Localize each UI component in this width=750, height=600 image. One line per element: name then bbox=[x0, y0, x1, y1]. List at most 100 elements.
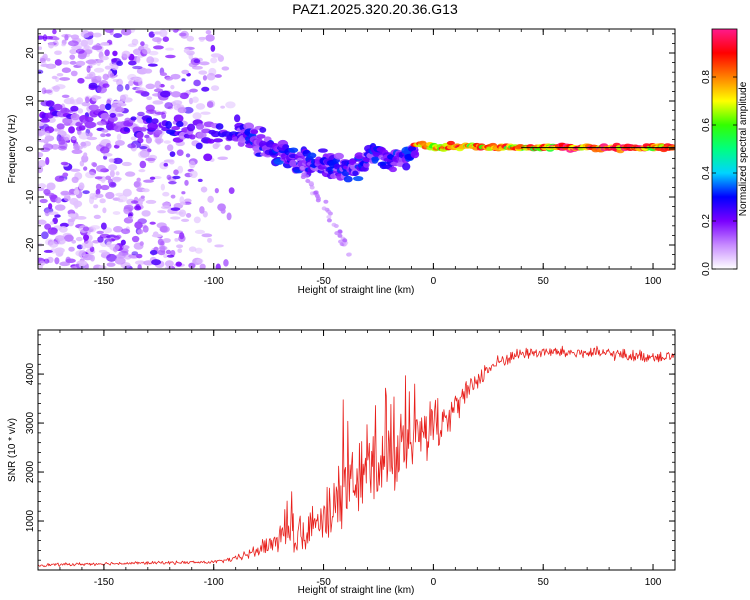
spectrogram-noise-blob bbox=[108, 164, 118, 171]
spectrogram-ridge-blob bbox=[410, 150, 420, 159]
spectrogram-noise-blob bbox=[48, 203, 53, 210]
spectrogram-noise-blob bbox=[107, 178, 113, 185]
spectrogram-ridge-blob bbox=[88, 104, 100, 111]
spectrogram-noise-blob bbox=[104, 49, 110, 57]
spectrogram-noise-blob bbox=[169, 151, 176, 157]
spectrogram-noise-blob bbox=[183, 48, 190, 54]
spectrogram-noise-blob bbox=[95, 193, 104, 198]
spectrogram-noise-blob bbox=[163, 162, 168, 167]
spectrogram-noise-blob bbox=[73, 189, 80, 195]
spectrogram-noise-blob bbox=[189, 170, 198, 179]
spectrogram-noise-blob bbox=[93, 214, 101, 220]
spectrogram-noise-blob bbox=[145, 157, 156, 162]
spectrogram-ridge-blob bbox=[108, 115, 118, 122]
spectrogram-noise-blob bbox=[80, 141, 87, 147]
spectrogram-noise-blob bbox=[95, 183, 102, 191]
spectrogram-noise-blob bbox=[188, 246, 197, 252]
spectrogram-noise-blob bbox=[105, 142, 112, 150]
spectrogram-noise-blob bbox=[45, 157, 50, 166]
spectrogram-noise-blob bbox=[164, 260, 174, 268]
snr-frame bbox=[37, 329, 676, 571]
spectrogram-ridge-blob bbox=[171, 126, 181, 131]
spectrogram-noise-blob bbox=[96, 121, 106, 126]
spectrogram-noise-blob bbox=[96, 230, 104, 235]
colorbar-tick-label: 0.2 bbox=[701, 214, 712, 228]
spectrogram-noise-blob bbox=[195, 103, 206, 110]
spectrogram-noise-blob bbox=[215, 263, 221, 269]
spectrogram-noise-blob bbox=[139, 160, 147, 169]
spectrogram-noise-blob bbox=[200, 111, 211, 115]
spectrogram-noise-blob bbox=[191, 96, 199, 103]
spectrogram-ridge-blob bbox=[317, 148, 328, 153]
spectrogram-noise-blob bbox=[143, 179, 155, 183]
spectrogram-faint-streak-blob bbox=[323, 199, 329, 204]
snr-x-tick-label: 100 bbox=[645, 577, 662, 588]
spectrogram-ridge-blob bbox=[352, 175, 364, 182]
spectrogram-ridge-blob bbox=[154, 129, 163, 135]
spectrogram-ridge-blob bbox=[53, 103, 63, 111]
spectrogram-noise-blob bbox=[165, 76, 174, 81]
spectrogram-noise-blob bbox=[137, 150, 149, 159]
spectrogram-noise-blob bbox=[99, 198, 106, 204]
spectrogram-noise-blob bbox=[60, 190, 70, 196]
spectrogram-noise-blob bbox=[71, 149, 83, 155]
spectrogram-ridge-blob bbox=[45, 100, 55, 107]
spectrogram-noise-blob bbox=[54, 247, 65, 254]
spectrogram-noise-blob bbox=[54, 59, 63, 66]
spectrogram-noise-blob bbox=[91, 45, 103, 51]
spectrogram-noise-blob bbox=[159, 29, 168, 38]
snr-x-tick-label: -150 bbox=[94, 577, 114, 588]
spectrogram-ridge-blob bbox=[40, 118, 51, 123]
spectrogram-noise-blob bbox=[193, 216, 201, 224]
spectrogram-noise-blob bbox=[165, 249, 171, 255]
spectrogram-noise-blob bbox=[166, 254, 175, 258]
spectrogram-noise-blob bbox=[62, 172, 69, 178]
spectrogram-noise-blob bbox=[117, 194, 128, 203]
spectrogram-noise-blob bbox=[85, 59, 97, 65]
spectrogram-y-tick-label: 10 bbox=[25, 95, 36, 107]
spectrogram-noise-blob bbox=[51, 75, 58, 80]
spectrogram-noise-blob bbox=[75, 250, 86, 257]
spectrogram-noise-blob bbox=[124, 171, 136, 177]
spectrogram-ridge-blob bbox=[207, 138, 215, 144]
spectrogram-noise-blob bbox=[103, 152, 113, 157]
spectrogram-ridge-blob bbox=[186, 123, 196, 132]
spectrogram-ridge-blob bbox=[402, 162, 411, 171]
spectrogram-noise-blob bbox=[154, 80, 162, 89]
spectrogram-noise-blob bbox=[132, 65, 143, 70]
spectrogram-noise-blob bbox=[121, 228, 131, 235]
spectrogram-ridge-blob bbox=[75, 122, 82, 127]
spectrogram-ridge-blob bbox=[99, 104, 107, 111]
spectrogram-noise-blob bbox=[176, 244, 184, 249]
spectrogram-noise-blob bbox=[152, 100, 164, 105]
spectrogram-noise-blob bbox=[78, 262, 86, 269]
spectrogram-noise-blob bbox=[58, 226, 68, 233]
spectrogram-noise-blob bbox=[86, 136, 98, 141]
spectrogram-noise-blob bbox=[106, 262, 116, 267]
spectrogram-noise-blob bbox=[69, 48, 78, 55]
spectrogram-noise-blob bbox=[141, 210, 151, 217]
spectrogram-noise-blob bbox=[217, 156, 229, 161]
spectrogram-noise-blob bbox=[198, 70, 208, 75]
spectrogram-noise-blob bbox=[88, 132, 93, 137]
spectrogram-ridge bbox=[39, 100, 675, 257]
spectrogram-noise-blob bbox=[214, 187, 219, 194]
spectrogram-x-tick-label: 0 bbox=[431, 276, 437, 287]
spectrogram-noise-blob bbox=[100, 184, 110, 191]
spectrogram-ridge-blob bbox=[407, 145, 417, 152]
spectrogram-noise-blob bbox=[164, 102, 173, 110]
spectrogram-noise-blob bbox=[93, 204, 99, 209]
spectrogram-noise-blob bbox=[38, 46, 43, 51]
spectrogram-noise-blob bbox=[45, 130, 50, 139]
spectrogram-noise-blob bbox=[137, 264, 142, 269]
spectrogram-noise-blob bbox=[133, 180, 142, 189]
spectrogram-x-label: Height of straight line (km) bbox=[298, 285, 415, 296]
spectrogram-noise-blob bbox=[170, 73, 181, 80]
spectrogram-noise-blob bbox=[108, 158, 115, 163]
spectrogram-noise-blob bbox=[83, 166, 88, 171]
spectrogram-noise-blob bbox=[67, 40, 79, 47]
spectrogram-noise-blob bbox=[63, 134, 71, 141]
spectrogram-noise-blob bbox=[82, 190, 90, 195]
spectrogram-noise-blob bbox=[102, 207, 107, 214]
